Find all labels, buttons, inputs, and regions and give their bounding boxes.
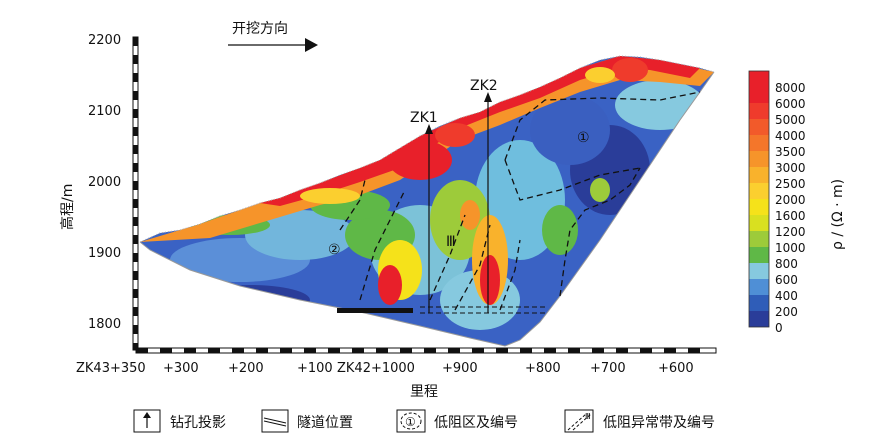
zone-3-marker: Ⅲ	[446, 234, 456, 250]
cb-tick-1200: 1200	[775, 225, 806, 239]
colorbar-swatch	[749, 167, 769, 183]
legend: 钻孔投影 隧道位置 ① 低阻区及编号 Ⅲ 低阻异常带及编号	[133, 409, 715, 433]
interpretation-lines	[339, 91, 701, 311]
excavation-direction-arrow	[228, 38, 318, 52]
borehole-zk2: ZK2	[470, 78, 498, 313]
legend-tunnel-label: 隧道位置	[297, 415, 353, 431]
legend-low-res-zone-label: 低阻区及编号	[434, 415, 518, 431]
legend-borehole-label: 钻孔投影	[170, 415, 226, 431]
excavated-tunnel-bar	[337, 308, 413, 313]
borehole-zk1-label: ZK1	[410, 110, 438, 126]
x-tick-zk43-350: ZK43+350	[76, 361, 146, 376]
cb-tick-2500: 2500	[775, 177, 806, 191]
colorbar-swatch	[749, 247, 769, 263]
borehole-zk2-label: ZK2	[470, 78, 498, 94]
borehole-zk1: ZK1	[410, 110, 438, 313]
legend-tunnel: 隧道位置	[261, 409, 353, 433]
colorbar-swatch	[749, 119, 769, 135]
colorbar-swatch	[749, 263, 769, 279]
x-tick-labels: ZK43+350 +300 +200 +100 ZK42+1000 +900 +…	[76, 361, 694, 376]
cb-tick-8000: 8000	[775, 81, 806, 95]
x-tick-300: +300	[163, 361, 199, 376]
tunnel-position	[420, 306, 548, 314]
legend-low-res-zone-marker: ①	[405, 415, 416, 429]
x-tick-100: +100	[297, 361, 333, 376]
colorbar-frame	[748, 70, 770, 328]
colorbar-swatch	[749, 279, 769, 295]
cb-tick-1000: 1000	[775, 241, 806, 255]
legend-low-res-zone: ① 低阻区及编号	[396, 409, 518, 433]
x-tick-900: +900	[442, 361, 478, 376]
cb-tick-800: 800	[775, 257, 798, 271]
x-tick-zk42-1000: ZK42+1000	[337, 361, 415, 376]
x-axis-title: 里程	[410, 384, 438, 400]
cb-tick-200: 200	[775, 305, 798, 319]
colorbar-swatch	[749, 231, 769, 247]
colorbar-swatch	[749, 103, 769, 119]
colorbar-swatch	[749, 183, 769, 199]
cb-tick-3500: 3500	[775, 145, 806, 159]
colorbar-swatch	[749, 295, 769, 311]
cb-tick-5000: 5000	[775, 113, 806, 127]
x-tick-200: +200	[228, 361, 264, 376]
y-tick-labels: 2200 2100 2000 1900 1800	[88, 33, 121, 332]
x-tick-800: +800	[525, 361, 561, 376]
y-tick-1800: 1800	[88, 317, 121, 332]
zone-2-marker: ②	[328, 242, 341, 258]
colorbar-swatch	[749, 71, 769, 87]
cb-tick-400: 400	[775, 289, 798, 303]
colorbar-swatch	[749, 311, 769, 327]
excavation-direction-label: 开挖方向	[232, 21, 288, 37]
y-tick-2200: 2200	[88, 33, 121, 48]
colorbar-tick-labels: 8000 6000 5000 4000 3500 3000 2500 2000 …	[775, 81, 806, 335]
legend-borehole: 钻孔投影	[133, 409, 226, 433]
y-tick-2100: 2100	[88, 104, 121, 119]
colorbar-swatch	[749, 135, 769, 151]
cb-tick-6000: 6000	[775, 97, 806, 111]
x-axis-ruler	[135, 347, 717, 354]
cb-tick-4000: 4000	[775, 129, 806, 143]
legend-low-res-band-marker: Ⅲ	[585, 412, 591, 421]
y-tick-1900: 1900	[88, 246, 121, 261]
colorbar-swatch	[749, 215, 769, 231]
cb-tick-0: 0	[775, 321, 783, 335]
y-axis-ruler	[132, 36, 139, 351]
colorbar-swatch	[749, 151, 769, 167]
y-tick-2000: 2000	[88, 175, 121, 190]
x-tick-600: +600	[658, 361, 694, 376]
colorbar-swatch	[749, 87, 769, 103]
cb-tick-600: 600	[775, 273, 798, 287]
cb-tick-2000: 2000	[775, 193, 806, 207]
cb-tick-1600: 1600	[775, 209, 806, 223]
legend-low-res-band: Ⅲ 低阻异常带及编号	[564, 409, 715, 433]
colorbar-title: ρ / (Ω · m)	[830, 179, 846, 250]
colorbar	[749, 71, 769, 327]
cb-tick-3000: 3000	[775, 161, 806, 175]
colorbar-swatch	[749, 199, 769, 215]
y-axis-title: 高程/m	[59, 184, 76, 230]
x-tick-700: +700	[590, 361, 626, 376]
legend-low-res-band-label: 低阻异常带及编号	[603, 415, 715, 431]
zone-1-marker: ①	[577, 130, 590, 146]
